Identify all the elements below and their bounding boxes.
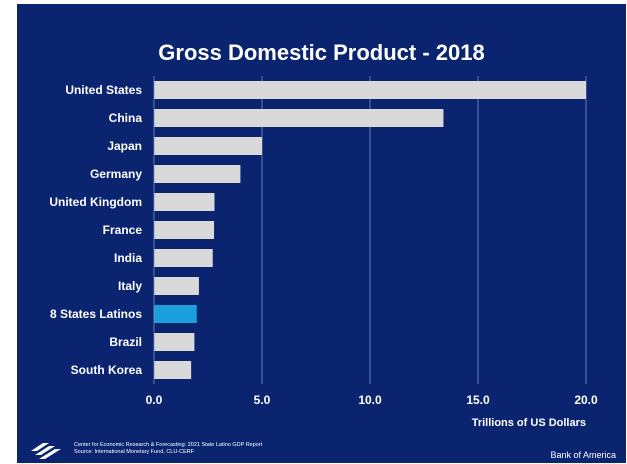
brand-name: Bank of America — [550, 450, 616, 460]
x-tick-label: 20.0 — [574, 393, 598, 407]
source-line-2: Source: International Monetary Fund, CLU… — [74, 449, 195, 455]
bar — [154, 305, 197, 323]
bar — [154, 137, 262, 155]
bar — [154, 333, 195, 351]
category-label: India — [114, 251, 142, 265]
category-label: France — [103, 223, 143, 237]
category-label: Italy — [118, 279, 142, 293]
category-label: South Korea — [71, 363, 143, 377]
bar — [154, 81, 586, 99]
bar — [154, 193, 215, 211]
x-axis-label: Trillions of US Dollars — [472, 417, 586, 429]
chart-title: Gross Domestic Product - 2018 — [158, 40, 485, 65]
bar — [154, 361, 192, 379]
x-tick-label: 0.0 — [146, 393, 163, 407]
bank-of-america-flag-icon — [29, 441, 63, 463]
category-label: United States — [65, 83, 142, 97]
bar — [154, 109, 444, 127]
bar — [154, 277, 199, 295]
chart-panel: Gross Domestic Product - 2018 United Sta… — [17, 4, 626, 463]
source-note: Center for Economic Research & Forecasti… — [74, 442, 262, 456]
bar-chart: United States China Japan Germany United Kin… — [49, 76, 598, 429]
category-label: Germany — [90, 167, 142, 181]
bar — [154, 249, 213, 267]
category-label: China — [109, 111, 143, 125]
x-tick-label: 10.0 — [358, 393, 382, 407]
x-tick-label: 15.0 — [466, 393, 490, 407]
bar — [154, 165, 241, 183]
category-label: 8 States Latinos — [50, 307, 142, 321]
category-label: Japan — [107, 139, 142, 153]
x-tick-label: 5.0 — [254, 393, 271, 407]
bar — [154, 221, 215, 239]
category-label: United Kingdom — [49, 195, 142, 209]
source-line-1: Center for Economic Research & Forecasti… — [74, 442, 263, 448]
category-label: Brazil — [109, 335, 142, 349]
